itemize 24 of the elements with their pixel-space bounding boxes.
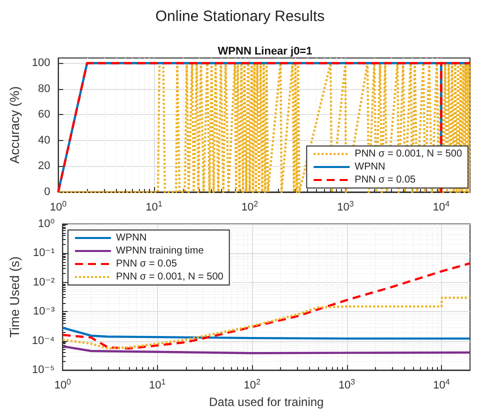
legend-label: PNN σ = 0.001, N = 500	[354, 148, 462, 160]
y-tick-label: 100	[32, 57, 50, 70]
legend-label: WPNN training time	[116, 246, 204, 256]
legend-label: PNN σ = 0.001, N = 500	[116, 272, 224, 282]
y-tick-label: 10⁰	[38, 218, 56, 230]
legend-label: WPNN	[354, 162, 386, 172]
y-tick-label: 10⁻¹	[32, 247, 55, 260]
chart-title: Online Stationary Results	[155, 8, 325, 25]
legend-label: PNN σ = 0.05	[354, 174, 416, 186]
y-tick-label: 10⁻²	[32, 276, 55, 288]
y-tick-label: 0	[44, 186, 50, 198]
x-axis-title: Data used for training	[208, 395, 324, 409]
y-axis-title: Time Used (s)	[7, 256, 22, 338]
y-tick-label: 10⁻³	[32, 306, 55, 318]
legend-label: PNN σ = 0.05	[116, 258, 178, 270]
y-tick-label: 20	[38, 160, 50, 172]
y-axis-title: Accuracy (%)	[7, 86, 22, 164]
y-tick-label: 10⁻⁵	[32, 364, 55, 376]
y-tick-label: 80	[38, 82, 50, 95]
y-tick-label: 10⁻⁴	[32, 334, 55, 347]
chart-subtitle: WPNN Linear j0=1	[218, 46, 312, 58]
y-tick-label: 60	[38, 108, 50, 121]
y-tick-label: 40	[38, 134, 50, 146]
legend-label: WPNN	[116, 232, 147, 244]
